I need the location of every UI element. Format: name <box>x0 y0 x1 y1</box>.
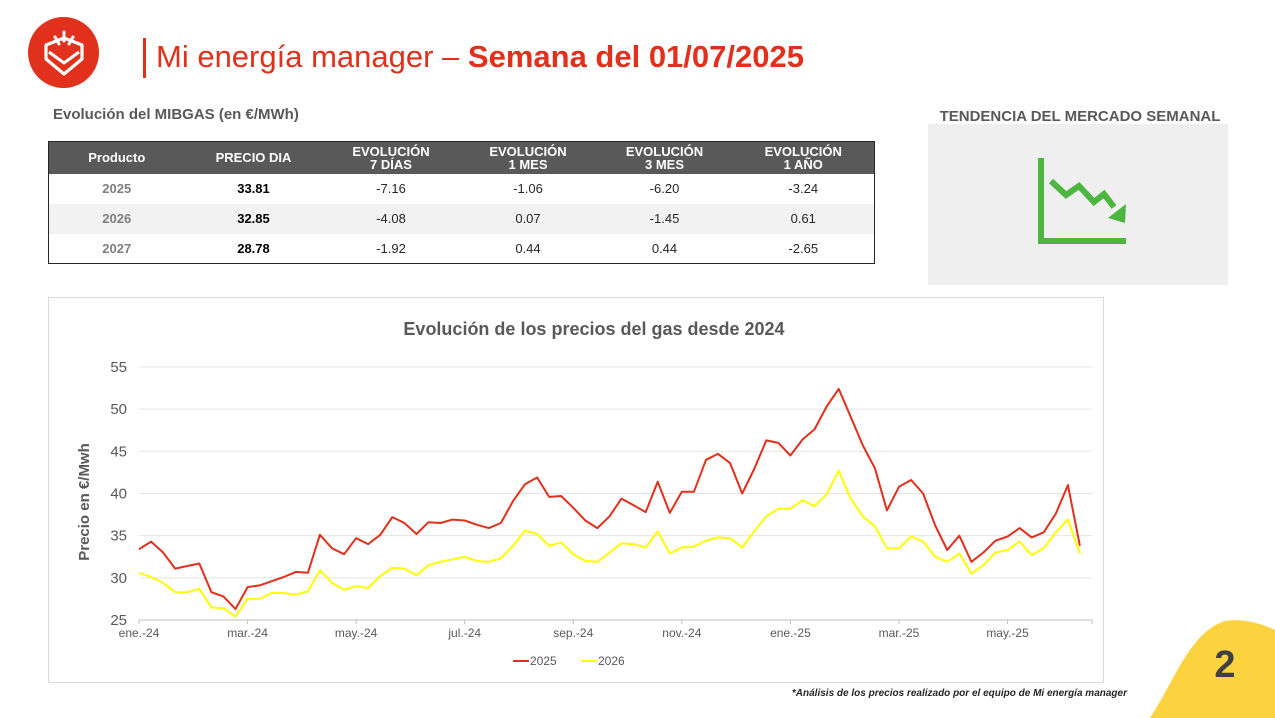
series-line-2025 <box>138 387 1081 610</box>
cell-precio-dia: 32.85 <box>184 203 323 234</box>
cell-precio-dia: 28.78 <box>237 240 270 256</box>
title-accent-bar <box>143 38 146 78</box>
title-week: Semana del 01/07/2025 <box>467 39 804 74</box>
col-header-evolucion-7d: EVOLUCIÓN 7 DÍAS <box>322 141 460 174</box>
cell-evolucion-1m: -1.06 <box>513 181 543 196</box>
chart-canvas: Evolución de los precios del gas desde 2… <box>76 319 1093 668</box>
table-row: 2025 33.81 -7.16 -1.06 -6.20 -3.24 <box>49 174 875 204</box>
mibgas-header-row: Producto PRECIO DIA EVOLUCIÓN 7 DÍAS EVOL… <box>48 141 875 174</box>
gas-price-chart: Evolución de los precios del gas desde 2… <box>48 297 1104 683</box>
cell-precio-dia: 33.81 <box>237 181 270 196</box>
page-number-badge <box>1150 620 1275 718</box>
col-header-producto: Producto <box>48 141 185 174</box>
table-row: 2027 28.78 -1.92 0.44 0.44 -2.65 <box>49 234 875 264</box>
x-tick-label: nov.-24 <box>662 626 701 640</box>
company-logo <box>28 17 99 88</box>
y-tick-label: 40 <box>110 486 127 503</box>
title-app-name: Mi energía manager – <box>156 39 468 74</box>
col-header-evolucion-1m: EVOLUCIÓN 1 MES <box>459 141 597 174</box>
y-tick-label: 35 <box>110 528 127 545</box>
cell-evolucion-1y: -3.24 <box>788 181 819 196</box>
footnote: *Análisis de los precios realizado por e… <box>791 688 1127 699</box>
series-line-2026 <box>138 469 1081 618</box>
cell-evolucion-1y: 0.61 <box>732 203 875 234</box>
cell-evolucion-3m: -1.45 <box>596 203 733 234</box>
chart-legend: 2025 2026 <box>513 654 625 668</box>
cell-evolucion-1m: 0.07 <box>459 203 597 234</box>
col-header-precio-dia: PRECIO DIA <box>184 141 323 174</box>
chart-title: Evolución de los precios del gas desde 2… <box>403 319 784 339</box>
x-tick-label: sep.-24 <box>553 626 593 640</box>
cell-evolucion-3m: 0.44 <box>651 240 678 256</box>
house-shield-logo-icon <box>44 30 84 76</box>
cell-evolucion-7d: -7.16 <box>376 181 406 196</box>
page-title: Mi energía manager – Semana del 01/07/20… <box>156 36 804 78</box>
cell-producto: 2025 <box>102 181 132 196</box>
col-header-evolucion-1y: EVOLUCIÓN 1 AÑO <box>732 141 875 174</box>
legend-label-2025: 2025 <box>530 654 557 668</box>
cell-evolucion-3m: -6.20 <box>649 181 680 196</box>
legend-label-2026: 2026 <box>598 654 625 668</box>
downward-trend-arrow-icon <box>1038 158 1126 244</box>
y-tick-label: 30 <box>110 570 127 587</box>
cell-evolucion-7d: -4.08 <box>322 203 460 234</box>
mibgas-table-caption: Evolución del MIBGAS (en €/MWh) <box>53 106 299 123</box>
trend-title: TENDENCIA DEL MERCADO SEMANAL <box>939 108 1221 125</box>
mibgas-table: Producto PRECIO DIA EVOLUCIÓN 7 DÍAS EVOL… <box>48 141 875 264</box>
x-tick-label: mar.-25 <box>879 626 920 640</box>
cell-evolucion-7d: -1.92 <box>376 240 406 256</box>
x-tick-label: ene.-25 <box>770 626 811 640</box>
cell-producto: 2027 <box>102 240 132 256</box>
table-row: 2026 32.85 -4.08 0.07 -1.45 0.61 <box>48 203 875 234</box>
cell-evolucion-1y: -2.65 <box>788 240 819 256</box>
col-header-evolucion-3m: EVOLUCIÓN 3 MES <box>596 141 733 174</box>
x-tick-label: ene.-24 <box>119 626 160 640</box>
trend-panel <box>928 124 1228 285</box>
y-tick-label: 55 <box>110 359 127 376</box>
x-tick-label: may.-25 <box>986 626 1029 640</box>
y-tick-label: 45 <box>110 443 127 460</box>
x-tick-label: may.-24 <box>335 626 378 640</box>
y-axis-label: Precio en €/Mwh <box>76 443 93 561</box>
cell-evolucion-1m: 0.44 <box>515 240 541 256</box>
page-number: 2 <box>1214 644 1236 686</box>
cell-producto: 2026 <box>48 203 185 234</box>
x-tick-label: jul.-24 <box>447 626 481 640</box>
y-tick-label: 25 <box>110 612 127 629</box>
x-tick-label: mar.-24 <box>227 626 268 640</box>
y-tick-label: 50 <box>110 401 127 418</box>
